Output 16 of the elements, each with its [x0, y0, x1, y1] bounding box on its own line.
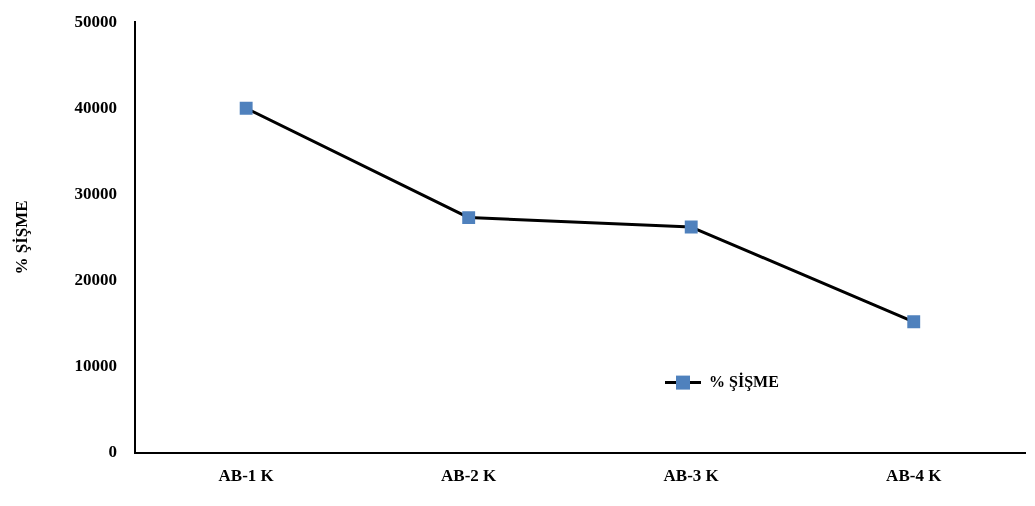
y-tick-label: 30000 [74, 183, 117, 203]
point [239, 101, 253, 115]
point [907, 315, 921, 329]
y-tick-label: 0 [108, 441, 117, 461]
legend-label: % ŞİŞME [709, 371, 779, 391]
x-tick-label: AB-1 K [218, 466, 275, 486]
point [462, 211, 476, 225]
x-tick-label: AB-4 K [886, 466, 943, 486]
y-tick-label: 50000 [74, 11, 117, 31]
y-tick-label: 10000 [74, 355, 117, 375]
x-tick-label: AB-3 K [663, 466, 720, 486]
x-tick-label: AB-2 K [441, 466, 498, 486]
y-tick-label: 40000 [74, 97, 117, 117]
y-tick-label: 20000 [74, 269, 117, 289]
point [684, 220, 698, 234]
y-axis-title: % ŞİŞME [11, 200, 31, 275]
